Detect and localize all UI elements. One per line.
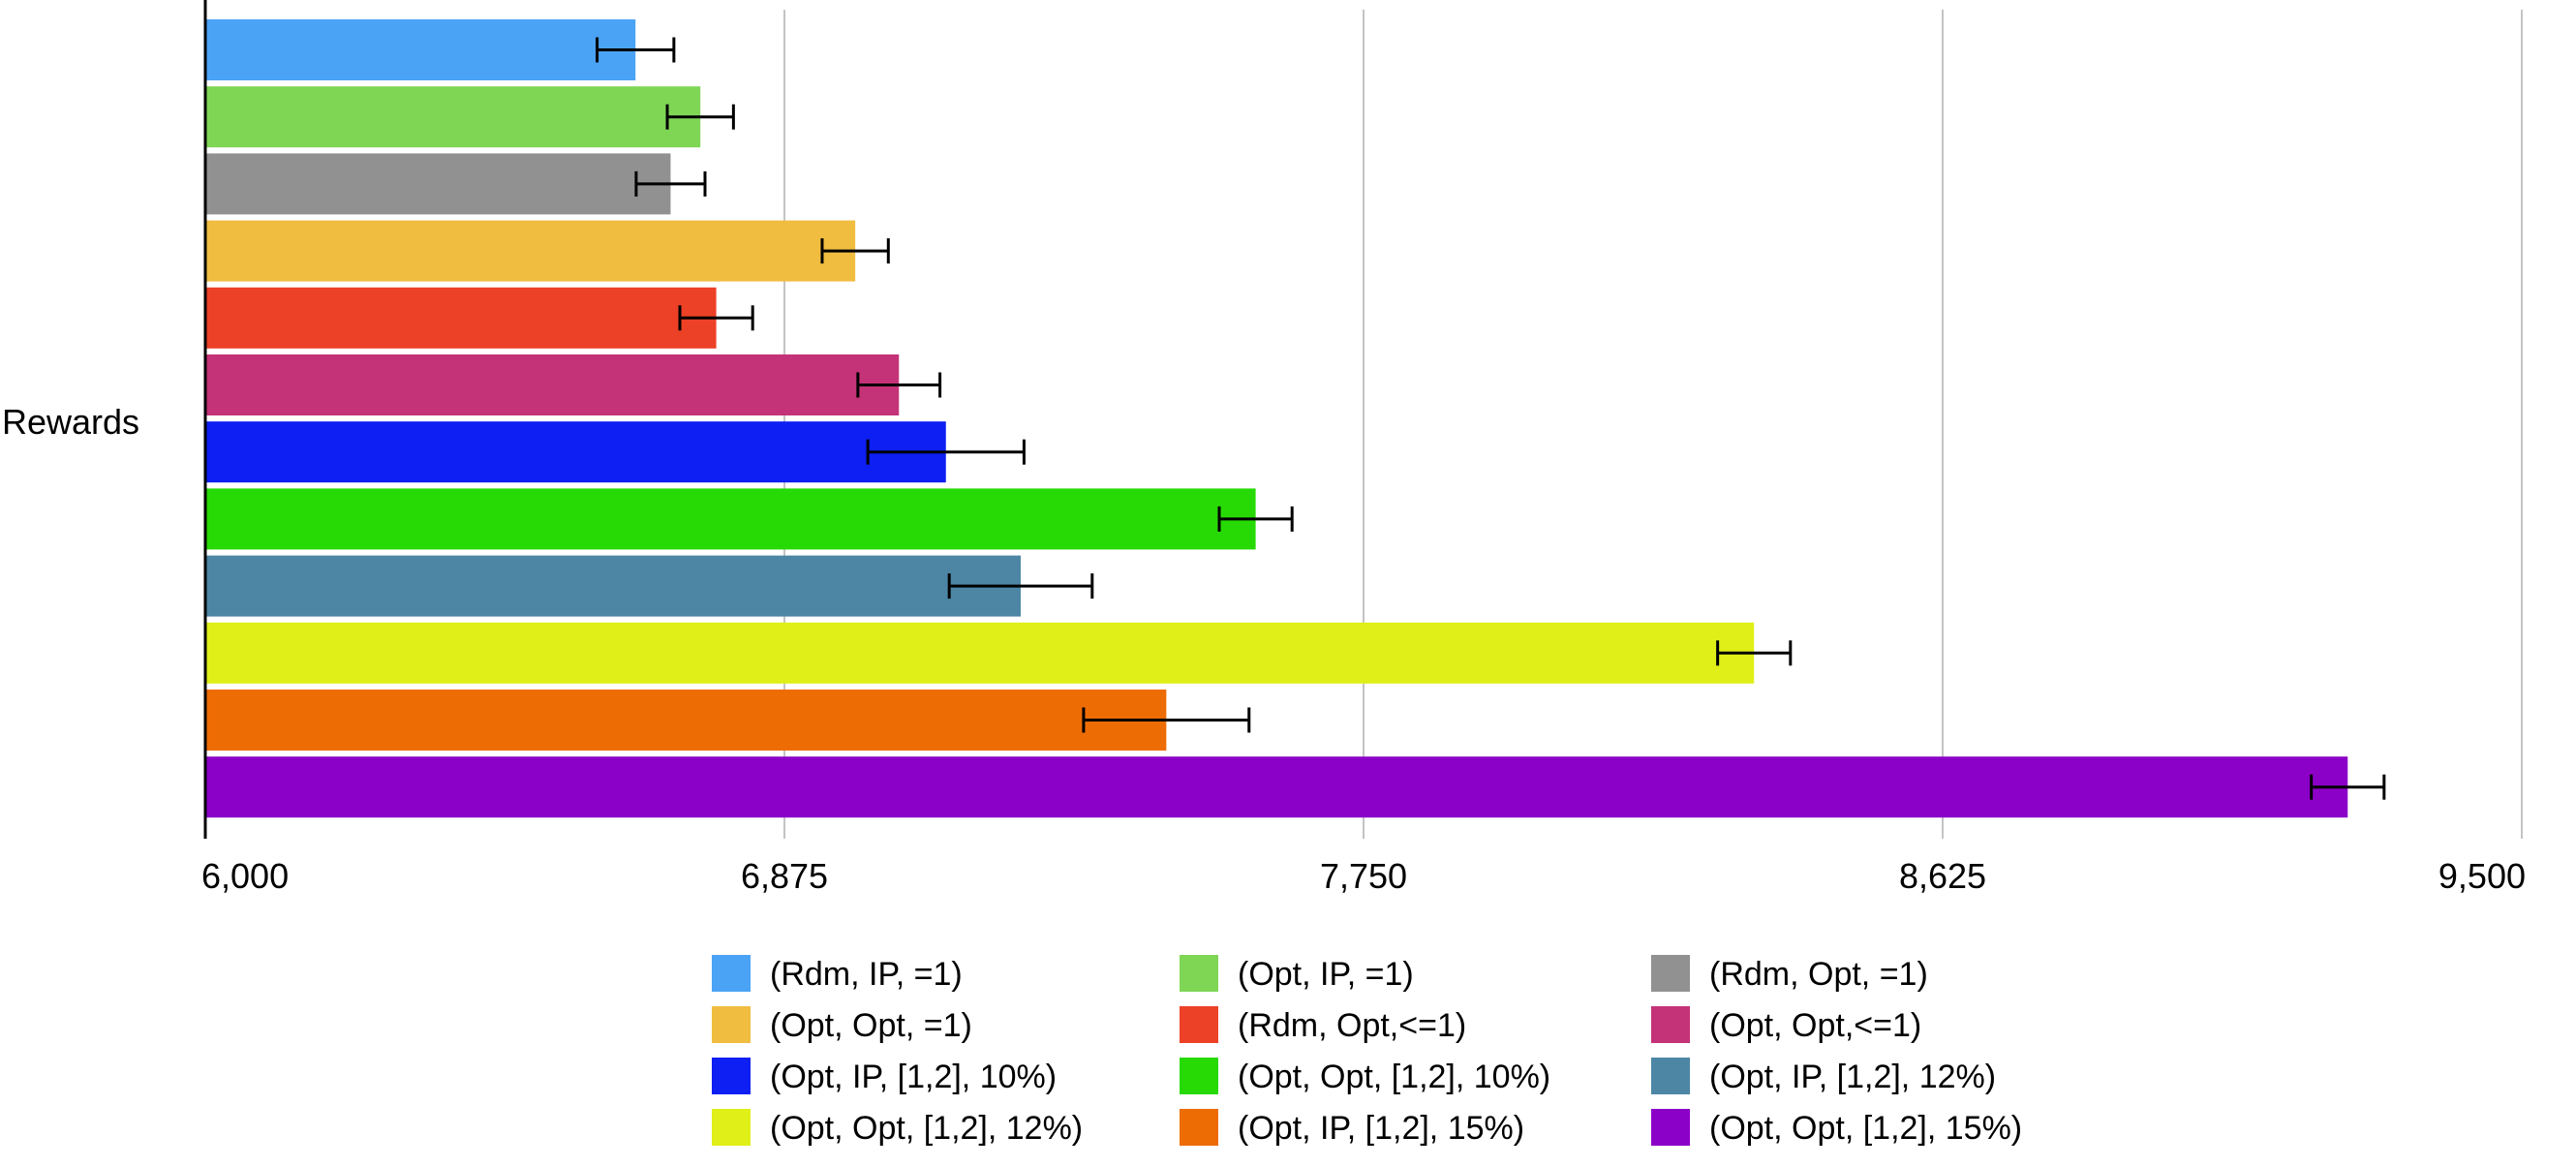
legend-swatch (1180, 1006, 1218, 1043)
bar (205, 86, 701, 148)
legend-swatch (1180, 1109, 1218, 1146)
legend-label: (Opt, IP, [1,2], 12%) (1709, 1059, 1996, 1095)
bar-layer (205, 19, 2386, 818)
legend-label: (Opt, Opt,<=1) (1709, 1007, 1921, 1044)
x-tick-label: 6,875 (741, 856, 828, 896)
bar (205, 488, 1256, 550)
bar (205, 287, 717, 349)
bar (205, 220, 856, 282)
bar (205, 354, 900, 415)
legend-swatch (712, 1006, 751, 1043)
bar (205, 690, 1167, 751)
bar (205, 19, 636, 80)
legend-label: (Rdm, Opt, =1) (1709, 956, 1928, 993)
bar (205, 622, 1755, 684)
legend-label: (Opt, IP, =1) (1238, 956, 1414, 993)
legend-swatch (1651, 1058, 1690, 1094)
x-tick-label: 7,750 (1320, 856, 1407, 896)
legend-swatch (1180, 955, 1218, 992)
legend-label: (Opt, IP, [1,2], 15%) (1238, 1110, 1524, 1147)
axis-layer: 6,000 6,875 7,750 8,625 9,500 Rewards (2, 0, 2526, 896)
legend-label: (Opt, Opt, [1,2], 15%) (1709, 1110, 2022, 1147)
legend-label: (Opt, IP, [1,2], 10%) (770, 1059, 1057, 1095)
category-label: Rewards (2, 402, 139, 442)
legend-swatch (1651, 955, 1690, 992)
bar (205, 153, 671, 215)
legend-label: (Opt, Opt, [1,2], 12%) (770, 1110, 1083, 1147)
x-tick-label: 6,000 (201, 856, 289, 896)
legend-swatch (1651, 1006, 1690, 1043)
legend-label: (Rdm, Opt,<=1) (1238, 1007, 1466, 1044)
legend-label: (Opt, Opt, [1,2], 10%) (1238, 1059, 1550, 1095)
bar (205, 555, 1021, 617)
legend-layer: (Rdm, IP, =1) (Opt, IP, =1) (Rdm, Opt, =1)… (712, 955, 2022, 1147)
legend-label: (Opt, Opt, =1) (770, 1007, 972, 1044)
legend-swatch (712, 1109, 751, 1146)
legend-swatch (1651, 1109, 1690, 1146)
x-tick-label: 8,625 (1899, 856, 1986, 896)
bar (205, 756, 2348, 818)
x-tick-label: 9,500 (2438, 856, 2526, 896)
legend-label: (Rdm, IP, =1) (770, 956, 963, 993)
legend-swatch (712, 955, 751, 992)
legend-swatch (712, 1058, 751, 1094)
bar (205, 421, 946, 483)
legend-swatch (1180, 1058, 1218, 1094)
